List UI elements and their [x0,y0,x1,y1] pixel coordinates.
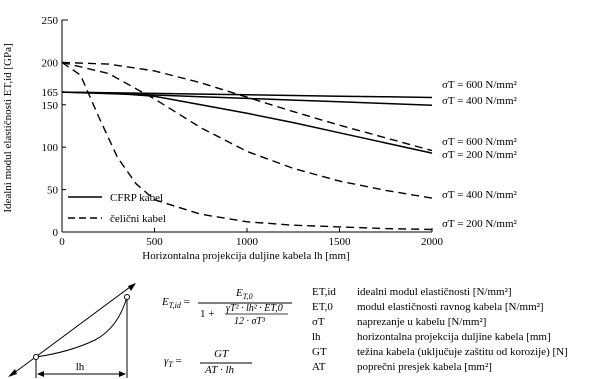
legend-label-steel: čelični kabel [110,213,166,225]
series-label-4: σT = 400 N/mm² [442,189,518,201]
formula-gamma-numerator: GT [214,348,229,360]
series-label-5: σT = 200 N/mm² [442,218,518,230]
definition-text: naprezanje u kabelu [N/mm²] [357,316,487,328]
formula-e-numerator: ET,0 [236,287,253,301]
definition-symbol: σT [312,316,325,328]
y-tick-label: 50 [47,185,59,197]
y-tick-label: 250 [42,15,59,27]
cable-sketch: lh [8,283,136,378]
x-tick-label: 500 [146,236,163,248]
series-line-3 [61,61,433,152]
series-line-4 [61,61,433,199]
definition-text: modul elastičnosti ravnog kabela [N/mm²] [357,301,544,313]
sketch-span-label: lh [76,361,85,373]
sketch-dim-arrow-right [119,371,126,377]
sketch-anchor-lower [33,354,39,360]
formula-gamma-equals: = [175,355,182,367]
series-label-3: σT = 600 N/mm² [442,136,518,148]
formula-e-lhs: ET,id = [162,296,190,310]
series-label-0: σT = 600 N/mm² [442,79,518,91]
legend-label-cfrp: CFRP kabel [110,192,163,204]
formula-gamma-sub: T [168,360,173,370]
formula-inner-numerator: γT² · lh² · ET,0 [226,303,283,314]
y-tick-label: 0 [53,227,59,239]
formula-inner-denominator: 12 · σT³ [234,316,265,327]
series-line-0 [61,91,433,99]
sketch-arrow-head-bottom [8,369,17,377]
sketch-chord-line [9,283,135,377]
y-axis-label: Idealni modul elastičnosti ET,id [GPa] [2,43,14,212]
definition-symbol: GT [312,346,327,358]
x-tick-label: 1500 [329,236,352,248]
definition-text: težina kabela (uključuje zaštitu od koro… [357,346,568,358]
formula-e-lhs-symbol: E [162,296,169,308]
formula-gamma-symbol: γ [164,355,169,367]
formula-e-num-sub: T,0 [242,292,253,302]
x-tick-label: 2000 [421,236,444,248]
formula-e-equals: = [183,296,190,308]
formula-e-num-symbol: E [236,287,243,299]
formula-e-lhs-sub: T,id [168,301,181,311]
y-tick-label: 100 [42,142,59,154]
sketch-anchor-upper [124,294,130,300]
chart-legend: CFRP kabel čelični kabel [68,192,166,225]
definition-symbol: ET,id [312,286,336,298]
series-label-2: σT = 200 N/mm² [442,149,518,161]
definition-text: horizontalna projekcija duljine kabela [… [357,331,551,343]
y-tick-label: 165 [42,87,59,99]
series-line-2 [61,91,433,154]
y-tick-label: 200 [42,57,59,69]
y-tick-label: 150 [42,100,59,112]
chart-series [61,61,433,231]
definition-symbol: AT [312,361,326,373]
series-labels: σT = 600 N/mm² σT = 400 N/mm² σT = 600 N/m… [442,79,518,230]
x-tick-label: 1000 [236,236,259,248]
series-line-5 [61,61,433,231]
formula-gamma-lhs: γT = [164,355,182,369]
x-tick-label: 0 [59,236,65,248]
sketch-arrow-head-top [128,283,136,291]
definition-symbol: ET,0 [312,301,333,313]
definition-symbol: lh [312,331,321,343]
x-axis-label: Horizontalna projekcija duljine kabela l… [142,250,349,262]
formula-gamma-denominator: AT · lh [205,364,235,376]
definition-text: idealni modul elastičnosti [N/mm²] [357,286,512,298]
formula-one-plus: 1 + [200,308,215,320]
series-label-1: σT = 400 N/mm² [442,95,518,107]
sketch-cable-curve [35,296,128,358]
definition-text: poprečni presjek kabela [mm²] [357,361,492,373]
sketch-dim-arrow-left [37,371,44,377]
